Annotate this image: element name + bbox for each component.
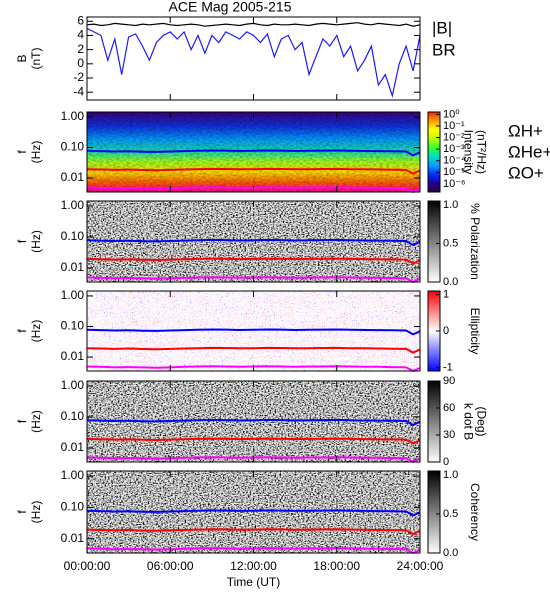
colorbar-tick-label: 10⁻² <box>443 131 465 143</box>
y-tick-label: 0.01 <box>61 440 85 454</box>
colorbar <box>427 470 441 554</box>
y-tick-label: 1.00 <box>61 288 85 302</box>
chart-title: ACE Mag 2005-215 <box>169 0 292 15</box>
x-tick-label: 06:00:00 <box>147 559 194 573</box>
series-line <box>86 547 421 555</box>
plot-frame <box>86 16 421 101</box>
series-line <box>86 22 421 27</box>
colorbar-tick-label: 90 <box>443 375 455 387</box>
colorbar-tick-label: 0 <box>443 456 449 468</box>
colorbar-tick-label: 1 <box>443 289 449 301</box>
x-axis-label: Time (UT) <box>227 575 281 589</box>
y-tick-label: 0.10 <box>61 140 85 154</box>
colorbar-tick-label: 10⁻³ <box>443 143 465 155</box>
y-axis-label: (Hz) <box>29 320 43 343</box>
series-line <box>86 238 421 247</box>
colorbar-tick-label: 0.0 <box>443 276 458 288</box>
legend-entry: ΩHe+ <box>508 142 550 161</box>
colorbar-label: Ellipticity <box>468 308 482 355</box>
colorbar <box>427 380 441 463</box>
x-tick-label: 00:00:00 <box>64 559 111 573</box>
colorbar-tick-label: 10⁻⁶ <box>443 178 466 190</box>
colorbar-tick-label: 10⁻¹ <box>443 120 465 132</box>
y-tick-label: 2 <box>77 42 84 56</box>
y-tick-label: 1.00 <box>61 468 85 482</box>
series-line <box>86 437 421 445</box>
colorbar-label: % Polarization <box>468 203 482 280</box>
y-axis-label: (Hz) <box>29 410 43 433</box>
series-line <box>86 365 421 373</box>
legend-entry: ΩO+ <box>508 163 544 182</box>
colorbar-tick-label: 10⁻⁴ <box>443 155 466 167</box>
colorbar-tick-label: 30 <box>443 429 455 441</box>
series-line <box>86 167 421 175</box>
y-tick-label: 0.01 <box>61 170 85 184</box>
y-tick-label: 0.10 <box>61 500 85 514</box>
y-tick-label: 0.10 <box>61 229 85 243</box>
colorbar <box>427 111 441 193</box>
colorbar-tick-label: -1 <box>443 361 453 373</box>
legend-entry: BR <box>432 40 456 59</box>
series-line <box>86 276 421 284</box>
y-tick-label: -4 <box>73 84 84 98</box>
series-line <box>86 528 421 536</box>
colorbar-tick-label: 1.0 <box>443 199 458 211</box>
y-tick-label: 0.10 <box>61 319 85 333</box>
series-line <box>86 456 421 464</box>
y-tick-label: 0.10 <box>61 409 85 423</box>
colorbar <box>427 200 441 283</box>
legend-entry: ΩH+ <box>508 121 543 140</box>
y-tick-label: 6 <box>77 13 84 27</box>
colorbar-label: Coherency <box>468 483 482 541</box>
y-axis-label: B <box>15 54 29 62</box>
x-tick-label: 12:00:00 <box>230 559 277 573</box>
y-axis-label: f <box>15 510 29 514</box>
y-tick-label: 1.00 <box>61 378 85 392</box>
legend-entry: |B| <box>432 18 452 37</box>
y-axis-label: f <box>15 329 29 333</box>
y-tick-label: 0.01 <box>61 260 85 274</box>
y-tick-label: 0.01 <box>61 349 85 363</box>
colorbar-tick-label: 0.5 <box>443 508 458 520</box>
series-line <box>86 186 421 194</box>
series-line <box>86 509 421 517</box>
y-tick-label: 1.00 <box>61 198 85 212</box>
y-axis-label: (Hz) <box>29 501 43 524</box>
colorbar-tick-label: 10⁻⁵ <box>443 166 466 178</box>
y-axis-label: (Hz) <box>29 230 43 253</box>
series-line <box>86 328 421 336</box>
series-line <box>86 27 421 98</box>
y-axis-label: f <box>15 150 29 154</box>
colorbar-tick-label: 0.0 <box>443 547 458 559</box>
y-axis-label: (nT) <box>29 48 43 70</box>
series-line <box>86 346 421 354</box>
colorbar-tick-label: 0 <box>443 325 449 337</box>
colorbar-label: (Deg) <box>474 406 488 436</box>
y-axis-label: (Hz) <box>29 141 43 164</box>
y-tick-label: -2 <box>73 70 84 84</box>
colorbar-tick-label: 10⁰ <box>443 108 460 120</box>
y-axis-label: f <box>15 419 29 423</box>
colorbar-tick-label: 1.0 <box>443 469 458 481</box>
series-line <box>86 149 421 157</box>
y-tick-label: 1.00 <box>61 109 85 123</box>
series-line <box>86 418 421 427</box>
series-line <box>86 257 421 265</box>
colorbar-tick-label: 0.5 <box>443 237 458 249</box>
x-tick-label: 24:00:00 <box>397 559 444 573</box>
y-tick-label: 4 <box>77 28 84 42</box>
y-tick-label: 0.01 <box>61 531 85 545</box>
y-axis-label: f <box>15 239 29 243</box>
colorbar-label: k dot B <box>461 403 475 440</box>
colorbar-label: Intensity <box>461 130 475 175</box>
colorbar-label: (nT²/Hz) <box>474 130 488 174</box>
colorbar-tick-label: 60 <box>443 402 455 414</box>
x-tick-label: 18:00:00 <box>313 559 360 573</box>
y-tick-label: 0 <box>77 56 84 70</box>
